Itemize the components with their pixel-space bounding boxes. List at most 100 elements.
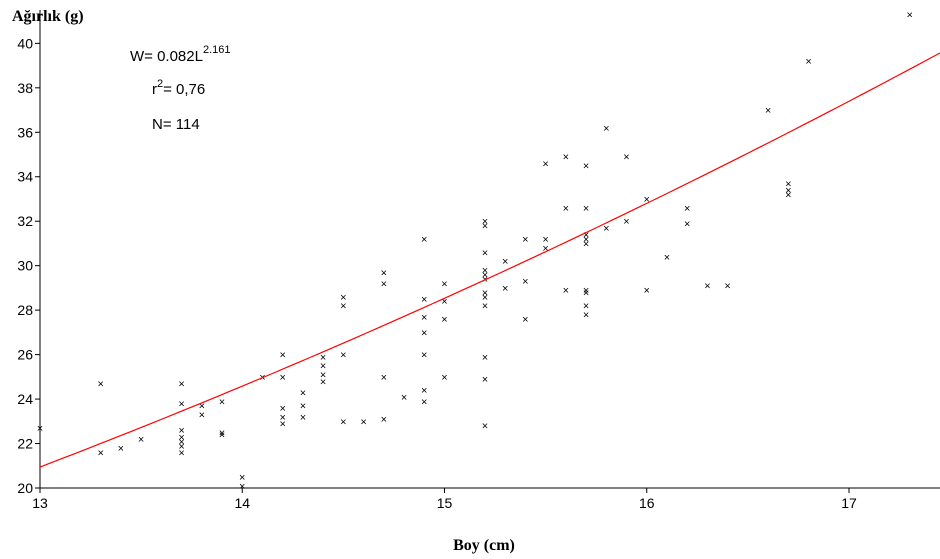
data-point: × — [583, 285, 589, 297]
data-point: × — [340, 292, 346, 304]
data-point: × — [178, 441, 184, 453]
data-point: × — [320, 376, 326, 388]
data-point: × — [583, 301, 589, 313]
data-point: × — [340, 416, 346, 428]
data-point: × — [421, 385, 427, 397]
data-point: × — [623, 216, 629, 228]
data-point: × — [664, 252, 670, 264]
data-point: × — [300, 387, 306, 399]
data-point: × — [522, 276, 528, 288]
data-point: × — [178, 425, 184, 437]
data-point: × — [583, 230, 589, 242]
x-axis-label: Boy (cm) — [453, 537, 515, 554]
y-tick-label: 38 — [17, 80, 33, 96]
data-point: × — [178, 399, 184, 411]
data-point: × — [906, 9, 912, 21]
r-squared-annotation: r2= 0,76 — [152, 78, 205, 98]
r-squared-exponent: 2 — [157, 78, 163, 90]
data-point: × — [502, 256, 508, 268]
data-point: × — [765, 105, 771, 117]
data-point: × — [482, 270, 488, 282]
data-point: × — [199, 401, 205, 413]
x-tick-label: 13 — [32, 495, 48, 511]
y-tick-label: 24 — [17, 391, 33, 407]
y-tick-label: 20 — [17, 480, 33, 496]
data-point: × — [441, 372, 447, 384]
data-point: × — [320, 370, 326, 382]
data-point: × — [603, 123, 609, 135]
data-point: × — [482, 421, 488, 433]
data-point: × — [381, 372, 387, 384]
data-points: × × × × × × × × × × × × × × × × × × × × × × × × × × × × × × × × × × × × × × × ×… — [37, 9, 913, 492]
data-point: × — [401, 392, 407, 404]
data-point: × — [421, 312, 427, 324]
data-point: × — [199, 410, 205, 422]
data-point: × — [279, 403, 285, 415]
data-point: × — [684, 218, 690, 230]
data-point: × — [502, 283, 508, 295]
y-tick-label: 34 — [17, 169, 33, 185]
y-tick-label: 30 — [17, 258, 33, 274]
data-point: × — [239, 481, 245, 493]
data-point: × — [219, 396, 225, 408]
y-tick-label: 32 — [17, 213, 33, 229]
r-squared-value: = 0,76 — [163, 81, 205, 98]
r-squared-base: r — [152, 81, 157, 98]
y-ticks: 20 22 24 26 28 30 32 34 36 38 40 — [17, 35, 40, 496]
data-point: × — [219, 430, 225, 442]
data-point: × — [482, 265, 488, 277]
data-point: × — [563, 285, 569, 297]
y-tick-label: 22 — [17, 436, 33, 452]
equation-base: W= 0.082L — [130, 48, 203, 65]
data-point: × — [441, 296, 447, 308]
data-point: × — [320, 361, 326, 373]
data-point: × — [239, 472, 245, 484]
data-point: × — [542, 158, 548, 170]
data-point: × — [300, 412, 306, 424]
data-point: × — [603, 223, 609, 235]
regression-curve — [39, 52, 940, 468]
data-point: × — [178, 432, 184, 444]
data-point: × — [279, 412, 285, 424]
data-point: × — [583, 287, 589, 299]
y-tick-label: 36 — [17, 124, 33, 140]
data-point: × — [644, 285, 650, 297]
data-point: × — [97, 379, 103, 391]
x-ticks: 13 14 15 16 17 — [32, 488, 857, 511]
data-point: × — [785, 190, 791, 202]
data-point: × — [563, 152, 569, 164]
data-point: × — [482, 287, 488, 299]
data-point: × — [482, 221, 488, 233]
data-point: × — [279, 350, 285, 362]
data-point: × — [724, 281, 730, 293]
data-point: × — [421, 327, 427, 339]
data-point: × — [421, 234, 427, 246]
data-point: × — [279, 372, 285, 384]
data-point: × — [583, 238, 589, 250]
data-point: × — [563, 203, 569, 215]
y-tick-label: 26 — [17, 347, 33, 363]
data-point: × — [482, 247, 488, 259]
data-point: × — [805, 56, 811, 68]
data-point: × — [421, 294, 427, 306]
data-point: × — [482, 292, 488, 304]
data-point: × — [381, 267, 387, 279]
data-point: × — [178, 436, 184, 448]
data-point: × — [381, 278, 387, 290]
y-axis-label: Ağırlık (g) — [12, 8, 84, 25]
x-tick-label: 16 — [639, 495, 655, 511]
data-point: × — [583, 161, 589, 173]
data-point: × — [421, 396, 427, 408]
y-tick-label: 40 — [17, 35, 33, 51]
data-point: × — [178, 447, 184, 459]
data-point: × — [441, 314, 447, 326]
data-point: × — [279, 419, 285, 431]
data-point: × — [542, 234, 548, 246]
data-point: × — [785, 185, 791, 197]
data-point: × — [138, 434, 144, 446]
data-point: × — [482, 216, 488, 228]
data-point: × — [644, 194, 650, 206]
data-point: × — [522, 234, 528, 246]
data-point: × — [583, 234, 589, 246]
